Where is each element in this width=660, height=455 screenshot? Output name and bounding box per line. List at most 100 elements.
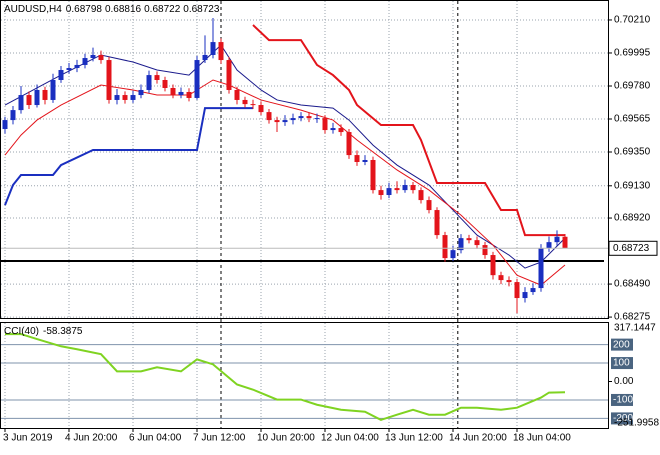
x-tick-label: 14 Jun 20:00 <box>449 433 507 444</box>
indicator-line <box>4 107 253 206</box>
candle-body <box>242 99 248 105</box>
candle-body <box>2 120 8 129</box>
y-tick-label: -100 <box>613 395 633 406</box>
x-tick-label: 13 Jun 12:00 <box>385 433 443 444</box>
y-tick-label: 0.70210 <box>614 15 651 26</box>
level-label-box <box>611 412 633 425</box>
candle-body <box>74 64 80 69</box>
ohlc-close: 0.68723 <box>183 4 220 15</box>
candle-body <box>58 70 64 80</box>
symbol: AUDUSD,H4 <box>4 4 62 15</box>
candle-body <box>202 54 208 61</box>
candle-body <box>266 112 272 121</box>
candle-body <box>162 79 168 88</box>
candle-body <box>546 242 552 249</box>
candle-body <box>218 42 224 61</box>
symbol-header: AUDUSD,H4 0.68798 0.68816 0.68722 0.68723 <box>4 4 220 15</box>
candle-body <box>306 116 312 119</box>
y-tick-label: 0.69995 <box>614 48 651 59</box>
candle-body <box>170 87 176 96</box>
indicator-line <box>4 79 566 286</box>
candle-body <box>410 185 416 191</box>
x-tick-label: 12 Jun 04:00 <box>321 433 379 444</box>
y-tick-label: 0.00 <box>614 376 634 387</box>
ohlc-high: 0.68816 <box>105 4 142 15</box>
candle-body <box>522 292 528 299</box>
candle-body <box>322 118 328 131</box>
y-tick-label: 0.68920 <box>614 213 651 224</box>
y-tick-label: 0.69350 <box>614 147 651 158</box>
candle-body <box>98 54 104 61</box>
candle-body <box>442 235 448 259</box>
y-tick-label: 200 <box>613 339 630 350</box>
candle-body <box>290 118 296 121</box>
candle-body <box>234 89 240 100</box>
cci-header: CCI(40) -58.3875 <box>4 326 83 337</box>
indicator-line <box>252 24 565 237</box>
plot-layer: 3 Jun 2019 4 Jun 20:00 6 Jun 04:00 7 Jun 12… <box>1 1 659 444</box>
candle-body <box>386 188 392 196</box>
x-tick-label: 18 Jun 04:00 <box>513 433 571 444</box>
candle-body <box>26 95 32 106</box>
candle-body <box>82 58 88 65</box>
candle-body <box>146 75 152 90</box>
candle-body <box>330 128 336 131</box>
main-panel-frame <box>0 0 609 319</box>
candle-body <box>178 91 184 96</box>
level-label-box <box>611 338 633 351</box>
y-tick-label: -200 <box>613 413 633 424</box>
candle-body <box>282 120 288 123</box>
level-label-box <box>611 357 633 370</box>
candle-body <box>458 238 464 251</box>
candle-body <box>226 60 232 90</box>
candle-body <box>34 89 40 106</box>
y-tick-label: 0.68275 <box>614 312 651 323</box>
candle-body <box>370 159 376 191</box>
candle-body <box>106 60 112 100</box>
candle-body <box>506 280 512 283</box>
candle-body <box>50 79 56 100</box>
candle-body <box>130 95 136 100</box>
cci-title: CCI(40) <box>4 326 39 337</box>
candle-body <box>474 240 480 246</box>
current-price-box <box>608 240 658 256</box>
y-limit-label: -251.9958 <box>614 418 659 429</box>
y-tick-label: 0.69565 <box>614 114 651 125</box>
x-tick-label: 4 Jun 20:00 <box>65 433 118 444</box>
candle-body <box>210 42 216 55</box>
cci-line <box>5 333 566 421</box>
candle-body <box>194 60 200 98</box>
candle-body <box>402 185 408 191</box>
ohlc-open: 0.68798 <box>66 4 103 15</box>
candle-body <box>490 255 496 276</box>
candle-body <box>530 288 536 293</box>
candle-body <box>314 118 320 120</box>
candle-body <box>90 54 96 59</box>
candle-body <box>394 188 400 191</box>
current-price-label: 0.68723 <box>613 243 650 254</box>
candle-body <box>514 282 520 299</box>
candle-body <box>154 75 160 80</box>
candle-body <box>18 95 24 111</box>
candle-body <box>338 128 344 133</box>
candle-body <box>274 120 280 123</box>
candle-body <box>298 116 304 119</box>
x-tick-label: 3 Jun 2019 <box>3 433 53 444</box>
candle-body <box>362 159 368 162</box>
candle-body <box>482 245 488 256</box>
candle-body <box>66 68 72 71</box>
candle-body <box>498 275 504 281</box>
candle-body <box>538 248 544 289</box>
candle-body <box>354 155 360 162</box>
candle-body <box>466 238 472 241</box>
candle-body <box>450 250 456 259</box>
candle-body <box>114 95 120 100</box>
ohlc-low: 0.68722 <box>144 4 181 15</box>
candle-body <box>426 200 432 211</box>
x-tick-label: 10 Jun 20:00 <box>257 433 315 444</box>
x-tick-label: 7 Jun 12:00 <box>193 433 246 444</box>
cci-value: -58.3875 <box>43 326 83 337</box>
y-tick-label: 0.68490 <box>614 279 651 290</box>
